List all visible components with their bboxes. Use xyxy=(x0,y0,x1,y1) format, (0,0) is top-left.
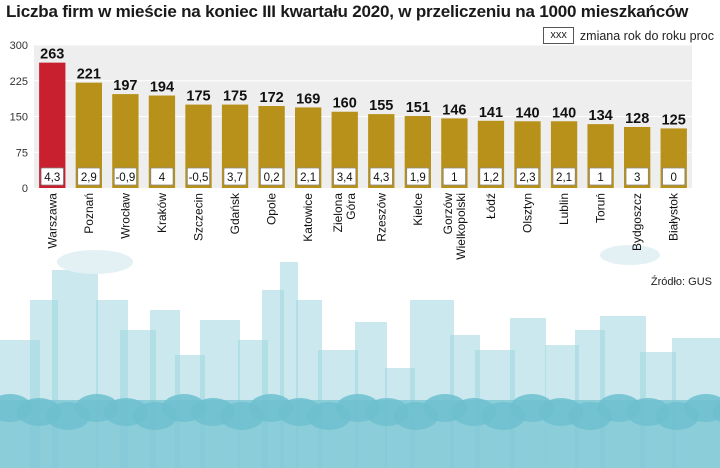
x-tick-label: Olsztyn xyxy=(521,193,535,233)
value-label: 155 xyxy=(369,98,393,114)
value-label: 140 xyxy=(552,105,576,121)
change-label: 1 xyxy=(451,172,457,184)
y-tick-label: 150 xyxy=(10,112,28,124)
change-label: 2,1 xyxy=(300,172,316,184)
change-box xyxy=(515,167,540,186)
cloud-shape xyxy=(600,245,660,265)
x-tick-label: Lublin xyxy=(557,193,571,225)
x-tick-label: Wrocław xyxy=(118,193,132,239)
x-tick-label: Kraków xyxy=(155,193,169,233)
chart-title: Liczba firm w mieście na koniec III kwar… xyxy=(6,2,689,21)
x-tick-label: Kielce xyxy=(411,193,425,226)
change-label: 4 xyxy=(159,172,166,184)
change-box xyxy=(589,167,613,186)
x-tick-label: Poznań xyxy=(82,193,96,234)
change-label: 4,3 xyxy=(44,172,60,184)
x-tick-label: Szczecin xyxy=(192,193,206,241)
change-box xyxy=(442,167,466,186)
change-box xyxy=(662,167,686,186)
value-label: 197 xyxy=(113,78,137,94)
y-tick-label: 225 xyxy=(10,76,28,88)
change-label: -0,9 xyxy=(115,172,135,184)
x-tick-label: Opole xyxy=(265,193,279,225)
value-label: 169 xyxy=(296,91,320,107)
value-label: 134 xyxy=(589,108,613,124)
x-tick-label: Wielkopolski xyxy=(454,193,468,260)
change-box xyxy=(296,167,320,186)
change-label: 2,1 xyxy=(556,172,572,184)
value-label: 172 xyxy=(260,90,284,106)
change-box xyxy=(223,167,247,186)
change-label: 2,9 xyxy=(81,172,97,184)
change-label: 0,2 xyxy=(264,172,280,184)
value-label: 128 xyxy=(625,111,649,127)
value-label: 175 xyxy=(186,89,210,105)
change-label: 4,3 xyxy=(373,172,389,184)
value-label: 194 xyxy=(150,80,174,96)
x-tick-label: Białystok xyxy=(667,192,681,241)
legend: xxx zmiana rok do roku proc xyxy=(543,27,714,44)
y-tick-label: 0 xyxy=(22,183,28,195)
value-label: 175 xyxy=(223,89,247,105)
change-label: 1 xyxy=(597,172,603,184)
value-label: 141 xyxy=(479,105,503,121)
change-box xyxy=(369,167,393,186)
x-tick-label: Zielona xyxy=(331,193,345,233)
value-label: 160 xyxy=(333,96,357,112)
legend-text: zmiana rok do roku proc xyxy=(579,28,714,43)
tree-shape xyxy=(713,401,720,423)
x-tick-label: Łódź xyxy=(484,193,498,219)
change-box xyxy=(552,167,576,186)
cloud-shape xyxy=(57,250,133,274)
x-tick-label: Warszawa xyxy=(45,193,59,249)
x-tick-label: Toruń xyxy=(594,193,608,223)
y-tick-label: 300 xyxy=(10,40,28,52)
change-label: 0 xyxy=(671,172,677,184)
tree-shape xyxy=(684,394,720,422)
x-tick-label: Gdańsk xyxy=(228,192,242,234)
change-box xyxy=(40,167,64,186)
change-label: 1,2 xyxy=(483,172,499,184)
change-label: -0,5 xyxy=(189,172,209,184)
x-tick-label: Bydgoszcz xyxy=(630,193,644,251)
source-note: Źródło: GUS xyxy=(650,276,712,288)
value-label: 125 xyxy=(662,112,686,128)
change-box xyxy=(186,167,211,186)
change-box xyxy=(406,167,430,186)
change-box xyxy=(113,167,137,186)
change-label: 3,7 xyxy=(227,172,243,184)
x-tick-label: Katowice xyxy=(301,193,315,242)
bar xyxy=(39,62,66,188)
change-box xyxy=(625,167,649,186)
change-label: 3,4 xyxy=(337,172,354,184)
change-box xyxy=(479,167,503,186)
y-tick-label: 75 xyxy=(16,147,28,159)
legend-swatch: xxx xyxy=(543,27,574,44)
change-box xyxy=(77,167,101,186)
change-label: 2,3 xyxy=(520,172,536,184)
change-box xyxy=(260,167,284,186)
change-label: 1,9 xyxy=(410,172,426,184)
change-label: 3 xyxy=(634,172,640,184)
value-label: 146 xyxy=(442,102,466,118)
x-tick-label: Góra xyxy=(344,193,358,220)
value-label: 221 xyxy=(77,67,101,83)
x-tick-label: Rzeszów xyxy=(374,193,388,242)
x-tick-label: Gorzów xyxy=(441,193,455,235)
change-box xyxy=(333,167,357,186)
value-label: 151 xyxy=(406,100,430,116)
change-box xyxy=(150,167,174,186)
value-label: 140 xyxy=(515,105,539,121)
value-label: 263 xyxy=(40,47,64,63)
